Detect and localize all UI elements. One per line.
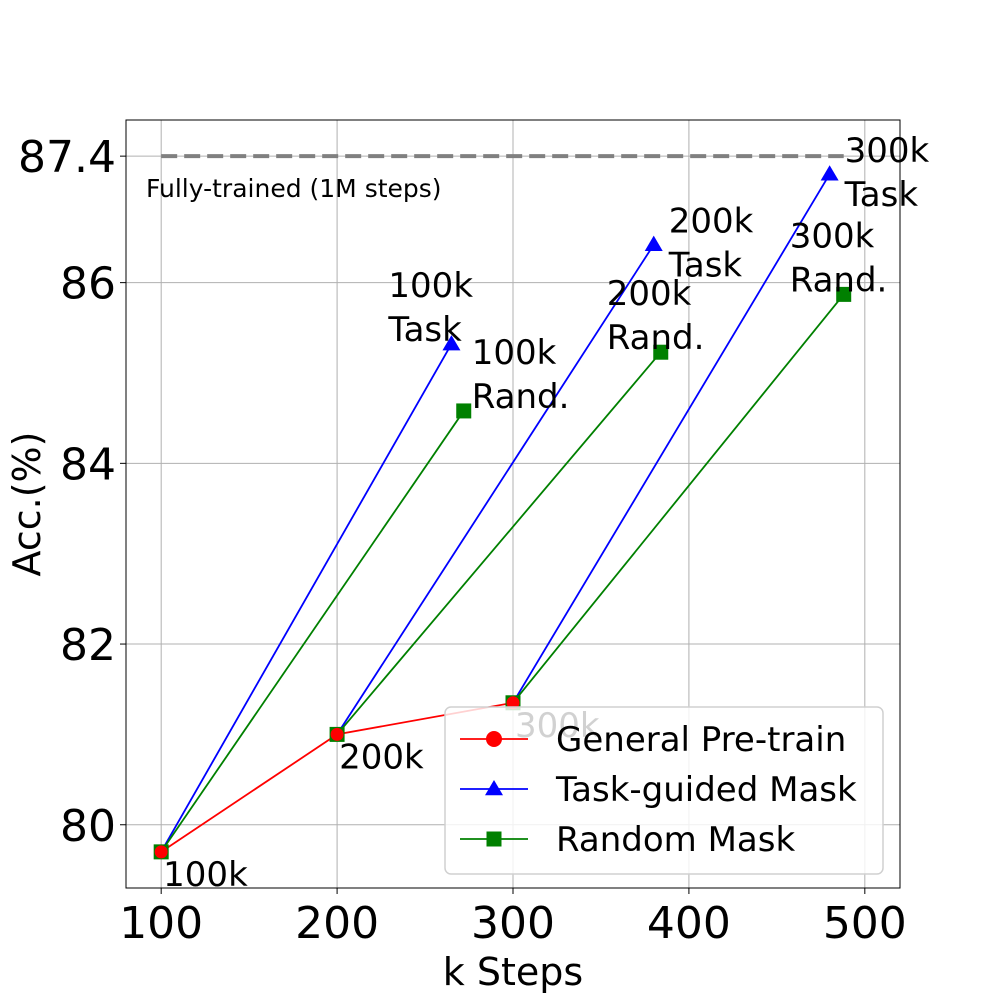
task-segment-line xyxy=(336,244,655,735)
y-tick-label: 87.4 xyxy=(18,132,116,183)
legend-label: General Pre-train xyxy=(556,720,846,760)
series-layer xyxy=(153,165,852,860)
y-tick-label: 82 xyxy=(60,620,116,671)
reference-line-label: Fully-trained (1M steps) xyxy=(146,174,442,203)
rand-segment-line xyxy=(336,351,662,735)
legend: General Pre-train Task-guided Mask Random … xyxy=(444,706,884,875)
task-point xyxy=(644,235,663,251)
y-tick-label: 86 xyxy=(60,259,116,310)
y-tick-label: 84 xyxy=(60,439,116,490)
random-point-label: 100k Rand. xyxy=(472,333,570,417)
general-pretrain-point xyxy=(330,727,344,741)
task-point xyxy=(442,335,461,351)
legend-label: Random Mask xyxy=(556,820,795,860)
task-point xyxy=(820,165,839,181)
general-pretrain-point xyxy=(506,696,520,710)
task-segment-line xyxy=(512,173,831,704)
x-axis-label: k Steps xyxy=(443,950,583,994)
y-tick-labels: 80 82 84 86 87.4 xyxy=(18,132,126,852)
x-tick-labels: 100 200 300 400 500 xyxy=(119,888,907,949)
task-point-label: 200k Task xyxy=(668,202,754,286)
y-tick-label: 80 xyxy=(60,801,116,852)
legend-label: Task-guided Mask xyxy=(555,770,857,810)
rand-point xyxy=(836,286,852,302)
x-tick-label: 400 xyxy=(647,898,731,949)
legend-marker-rand xyxy=(486,831,502,847)
x-tick-label: 500 xyxy=(823,898,907,949)
task-point-label: 100k Task xyxy=(387,266,473,350)
general-point-label: 200k xyxy=(339,737,424,777)
task-point-label: 300k Task xyxy=(844,131,930,215)
legend-marker-general xyxy=(486,731,502,747)
task-segment-line xyxy=(160,343,453,853)
legend-box xyxy=(444,706,884,875)
x-tick-label: 200 xyxy=(295,898,379,949)
rand-point xyxy=(653,344,669,360)
general-pretrain-point xyxy=(154,845,168,859)
x-tick-label: 300 xyxy=(471,898,555,949)
rand-segment-line xyxy=(160,410,465,853)
random-point-label: 200k Rand. xyxy=(607,274,705,358)
random-point-label: 300k Rand. xyxy=(790,216,888,300)
general-point-label: 100k xyxy=(163,855,248,895)
legend-marker-task xyxy=(485,780,503,796)
rand-segment-line xyxy=(512,293,845,704)
y-axis-label: Acc.(%) xyxy=(5,432,49,577)
x-tick-label: 100 xyxy=(119,898,203,949)
rand-point xyxy=(456,403,472,419)
